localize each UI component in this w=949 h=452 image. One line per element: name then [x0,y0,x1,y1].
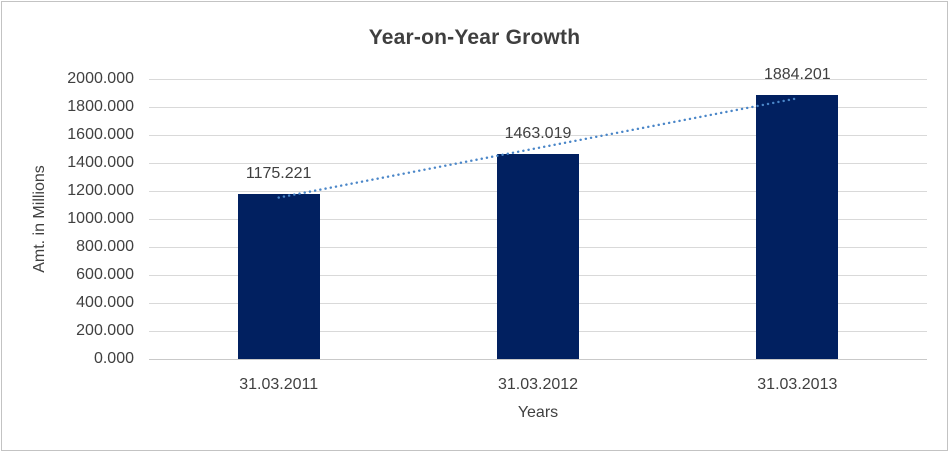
x-tick-label: 31.03.2011 [239,376,319,393]
gridline [149,78,927,80]
x-axis-title: Years [517,404,559,421]
y-tick-label: 800.000 [76,238,134,255]
y-tick-label: 400.000 [76,294,134,311]
y-tick-label: 2000.000 [67,70,134,87]
bar-31.03.2013 [756,95,839,359]
chart-title: Year-on-Year Growth [368,26,581,49]
y-tick-label: 1400.000 [67,154,134,171]
x-axis-line [149,358,927,360]
y-tick-label: 200.000 [76,322,134,339]
bar-data-label: 1175.221 [245,165,312,183]
y-tick-label: 1200.000 [67,182,134,199]
bar-data-label: 1884.201 [763,66,831,84]
bar-data-label: 1463.019 [504,125,572,143]
y-tick-label: 1600.000 [67,126,134,143]
bar-31.03.2011 [237,194,320,359]
y-tick-label: 600.000 [76,266,134,283]
y-tick-label: 1800.000 [67,98,134,115]
x-tick-label: 31.03.2013 [757,376,838,393]
y-tick-label: 1000.000 [67,210,134,227]
x-tick-label: 31.03.2012 [497,376,579,393]
y-tick-label: 0.000 [93,350,134,367]
bar-31.03.2012 [497,154,579,359]
